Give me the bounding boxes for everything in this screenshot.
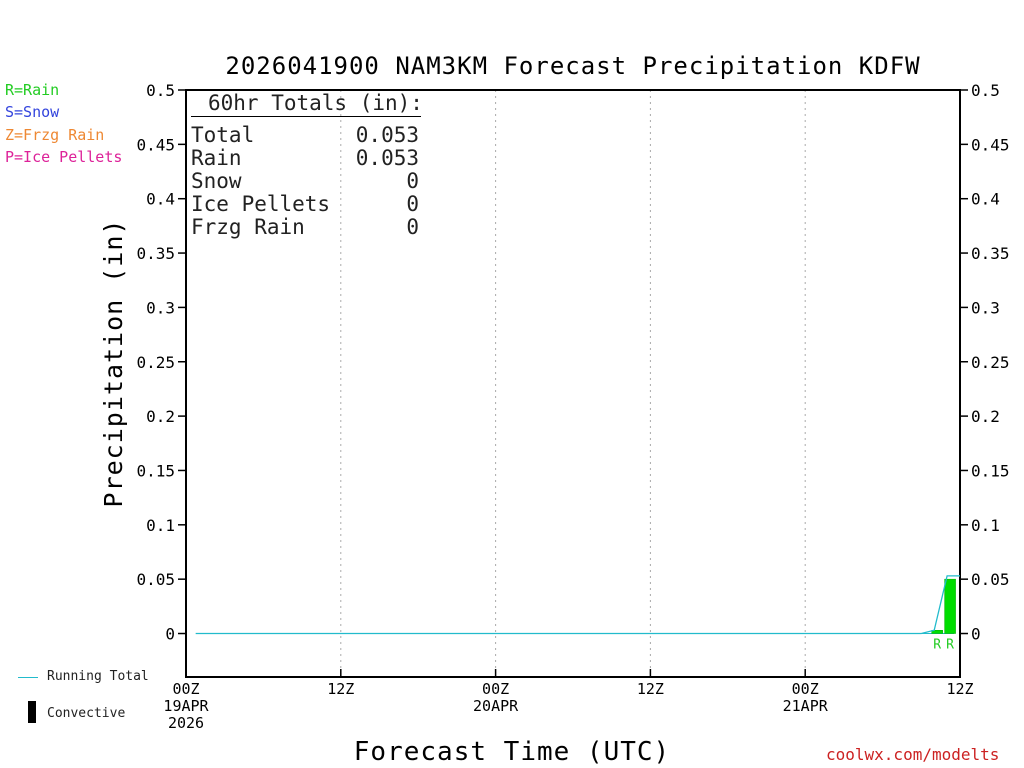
y-tick-label-left: 0.05 [136, 570, 175, 589]
bar-type-label: R [933, 638, 941, 653]
totals-value-frzg-rain: 0 [406, 215, 419, 239]
y-tick-label-right: 0.25 [971, 353, 1010, 372]
y-tick-label-right: 0.3 [971, 298, 1000, 317]
y-tick-label-right: 0.35 [971, 244, 1010, 263]
y-tick-label-right: 0 [971, 625, 981, 644]
y-tick-label-left: 0.25 [136, 353, 175, 372]
totals-value-snow: 0 [406, 169, 419, 193]
totals-heading: 60hr Totals (in): [208, 91, 423, 115]
credit-text: coolwx.com/modelts [826, 745, 1000, 764]
x-tick-label: 21APR [783, 697, 829, 715]
legend-frzg-rain: Z=Frzg Rain [5, 126, 105, 144]
y-tick-label-right: 0.05 [971, 570, 1010, 589]
y-tick-label-left: 0.15 [136, 461, 175, 480]
x-tick-label: 00Z [482, 680, 509, 698]
totals-value-rain: 0.053 [355, 146, 419, 170]
x-axis-label: Forecast Time (UTC) [354, 737, 670, 767]
totals-value-ice-pellets: 0 [406, 192, 419, 216]
precip-bar [931, 630, 943, 634]
y-tick-label-right: 0.5 [971, 81, 1000, 100]
y-tick-label-right: 0.45 [971, 135, 1010, 154]
y-tick-label-left: 0.5 [146, 81, 175, 100]
totals-label-snow: Snow [191, 169, 242, 193]
legend-ice-pellets: P=Ice Pellets [5, 148, 123, 166]
y-tick-label-right: 0.15 [971, 461, 1010, 480]
x-tick-label: 00Z [792, 680, 819, 698]
totals-value-total: 0.053 [355, 123, 419, 147]
y-tick-label-left: 0.3 [146, 298, 175, 317]
running-total-swatch [18, 677, 38, 678]
bar-type-label: R [946, 638, 954, 653]
totals-underline [191, 116, 421, 117]
legend-snow: S=Snow [5, 103, 60, 121]
y-tick-label-right: 0.1 [971, 516, 1000, 535]
x-tick-label: 20APR [473, 697, 519, 715]
plot-frame [185, 89, 961, 678]
y-tick-label-left: 0 [165, 625, 175, 644]
convective-swatch [28, 701, 36, 723]
x-tick-label: 19APR [163, 697, 209, 715]
y-tick-label-right: 0.2 [971, 407, 1000, 426]
legend-rain: R=Rain [5, 81, 60, 99]
chart-title: 2026041900 NAM3KM Forecast Precipitation… [225, 52, 921, 80]
x-tick-label: 12Z [637, 680, 664, 698]
y-tick-label-right: 0.4 [971, 190, 1000, 209]
totals-label-total: Total [191, 123, 255, 147]
x-tick-label: 2026 [168, 714, 204, 732]
totals-label-frzg-rain: Frzg Rain [191, 215, 305, 239]
y-tick-label-left: 0.4 [146, 190, 175, 209]
y-tick-label-left: 0.1 [146, 516, 175, 535]
totals-label-ice-pellets: Ice Pellets [191, 192, 331, 216]
totals-label-rain: Rain [191, 146, 242, 170]
precip-bar [944, 578, 956, 634]
running-total-line [195, 575, 960, 635]
legend-convective: Convective [47, 706, 126, 721]
legend-running-total: Running Total [47, 669, 149, 684]
x-tick-label: 12Z [946, 680, 973, 698]
x-tick-label: 12Z [327, 680, 354, 698]
y-tick-label-left: 0.2 [146, 407, 175, 426]
y-axis-label: Precipitation (in) [99, 219, 128, 508]
y-tick-label-left: 0.45 [136, 135, 175, 154]
y-tick-label-left: 0.35 [136, 244, 175, 263]
x-tick-label: 00Z [172, 680, 199, 698]
